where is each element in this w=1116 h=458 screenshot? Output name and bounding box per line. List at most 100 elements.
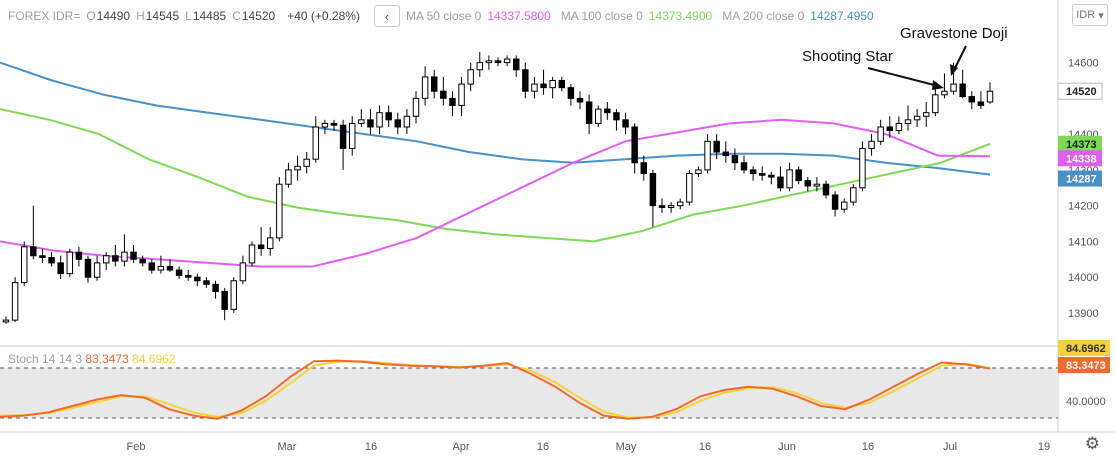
candle-up bbox=[877, 126, 884, 142]
ma-label: MA 100 close 0 bbox=[560, 9, 643, 23]
ohlc-value: 14490 bbox=[96, 9, 131, 23]
price-tag-bg bbox=[1058, 170, 1102, 187]
candle-down bbox=[75, 251, 83, 260]
price-tag-bg bbox=[1058, 135, 1102, 152]
candle-down bbox=[658, 205, 666, 208]
candle-down bbox=[221, 291, 228, 310]
candle-up bbox=[412, 97, 420, 117]
x-tick-label: Jul bbox=[943, 441, 957, 453]
candle-up bbox=[376, 112, 383, 128]
moving-averages bbox=[0, 61, 991, 268]
candle-up bbox=[922, 112, 930, 117]
candle-up bbox=[850, 187, 857, 203]
x-tick-label: 16 bbox=[862, 441, 874, 453]
candle-down bbox=[959, 83, 966, 98]
ohlc-key: L bbox=[185, 9, 192, 23]
stoch-k-value: 83.3473 bbox=[85, 352, 129, 366]
ma200-line bbox=[0, 61, 991, 176]
ma-legend: MA 50 close 0 14337.5800 MA 100 close 0 143… bbox=[406, 9, 884, 23]
candle-up bbox=[102, 255, 110, 264]
candle-down bbox=[622, 119, 629, 128]
candle-down bbox=[440, 90, 447, 99]
ma-value: 14373.4900 bbox=[648, 9, 713, 23]
candle-down bbox=[740, 162, 748, 171]
gravestone-doji-arrow bbox=[953, 45, 967, 71]
candle-up bbox=[248, 244, 256, 264]
candle-down bbox=[831, 194, 839, 210]
candle-up bbox=[239, 262, 247, 282]
candle-up bbox=[20, 246, 28, 284]
candle-up bbox=[676, 201, 684, 207]
candle-up bbox=[895, 122, 903, 132]
candle-up bbox=[66, 251, 74, 275]
gear-icon[interactable]: ⚙ bbox=[1084, 434, 1100, 453]
currency-label: IDR bbox=[1076, 9, 1096, 21]
candle-down bbox=[758, 172, 766, 176]
candle-down bbox=[886, 126, 894, 132]
candle-down bbox=[148, 262, 156, 271]
candle-up bbox=[913, 115, 921, 121]
stoch-tick-label: 40.0000 bbox=[1066, 396, 1106, 408]
stoch-k-line bbox=[0, 359, 991, 420]
candle-up bbox=[786, 169, 793, 189]
candle-down bbox=[567, 87, 575, 99]
x-tick-label: 19 bbox=[1038, 441, 1050, 453]
candle-up bbox=[121, 251, 128, 262]
price-tag-label: 14520 bbox=[1066, 86, 1097, 98]
ma100-line bbox=[0, 108, 991, 243]
candle-up bbox=[868, 140, 875, 149]
candle-down bbox=[166, 265, 174, 271]
shooting-star-arrow bbox=[867, 67, 939, 87]
candle-up bbox=[303, 158, 310, 167]
candle-down bbox=[394, 119, 402, 128]
candle-down bbox=[731, 155, 739, 164]
annotations: Shooting Star Gravestone Doji bbox=[802, 25, 1008, 90]
symbol-label: FOREX IDR= bbox=[8, 9, 81, 23]
candle-up bbox=[93, 262, 101, 278]
candle-down bbox=[130, 251, 137, 260]
candle-down bbox=[713, 140, 720, 153]
ma-label: MA 200 close 0 bbox=[722, 9, 805, 23]
ma50-line bbox=[0, 118, 991, 268]
shooting-star-arrowhead bbox=[932, 80, 944, 90]
candle-down bbox=[768, 174, 775, 178]
candle-up bbox=[476, 62, 484, 71]
y-tick-label: 14000 bbox=[1068, 272, 1099, 284]
chevron-left-icon[interactable]: ‹ bbox=[373, 5, 400, 27]
candle-down bbox=[430, 76, 438, 92]
stoch-name: Stoch 14 14 3 bbox=[8, 352, 83, 366]
candle-down bbox=[576, 97, 584, 103]
candle-down bbox=[649, 172, 657, 207]
candle-up bbox=[421, 76, 429, 99]
gravestone-doji-arrowhead bbox=[950, 64, 958, 76]
candle-up bbox=[941, 90, 948, 96]
ohlc-key: O bbox=[86, 9, 96, 23]
candle-up bbox=[157, 265, 165, 271]
candle-down bbox=[330, 122, 338, 126]
candle-down bbox=[722, 151, 730, 157]
stoch-tick-label: 84.6962 bbox=[1066, 343, 1106, 355]
candle-down bbox=[540, 83, 547, 89]
candle-down bbox=[449, 97, 456, 107]
candle-down bbox=[512, 58, 520, 71]
ohlc-key: H bbox=[136, 9, 145, 23]
ma-value: 14287.4950 bbox=[810, 9, 874, 23]
currency-button[interactable]: IDR ▾ bbox=[1072, 4, 1108, 26]
candle-up bbox=[485, 60, 493, 64]
price-tag-bg bbox=[1057, 82, 1103, 100]
ohlc-values: O14490 H14545 L14485 C14520 bbox=[86, 9, 281, 23]
candle-up bbox=[549, 79, 556, 89]
price-tag-label: 14373 bbox=[1066, 139, 1097, 151]
ohlc-value: 14520 bbox=[241, 9, 276, 23]
x-tick-label: Mar bbox=[278, 441, 297, 453]
change-value: +40 (+0.28%) bbox=[287, 9, 360, 23]
y-tick-label: 14200 bbox=[1068, 201, 1099, 213]
ohlc-value: 14485 bbox=[192, 9, 227, 23]
candle-up bbox=[695, 169, 702, 174]
x-tick-label: Jun bbox=[778, 441, 796, 453]
candle-up bbox=[2, 319, 10, 323]
candle-down bbox=[804, 180, 812, 187]
candle-up bbox=[667, 205, 675, 208]
x-tick-label: May bbox=[616, 441, 637, 453]
